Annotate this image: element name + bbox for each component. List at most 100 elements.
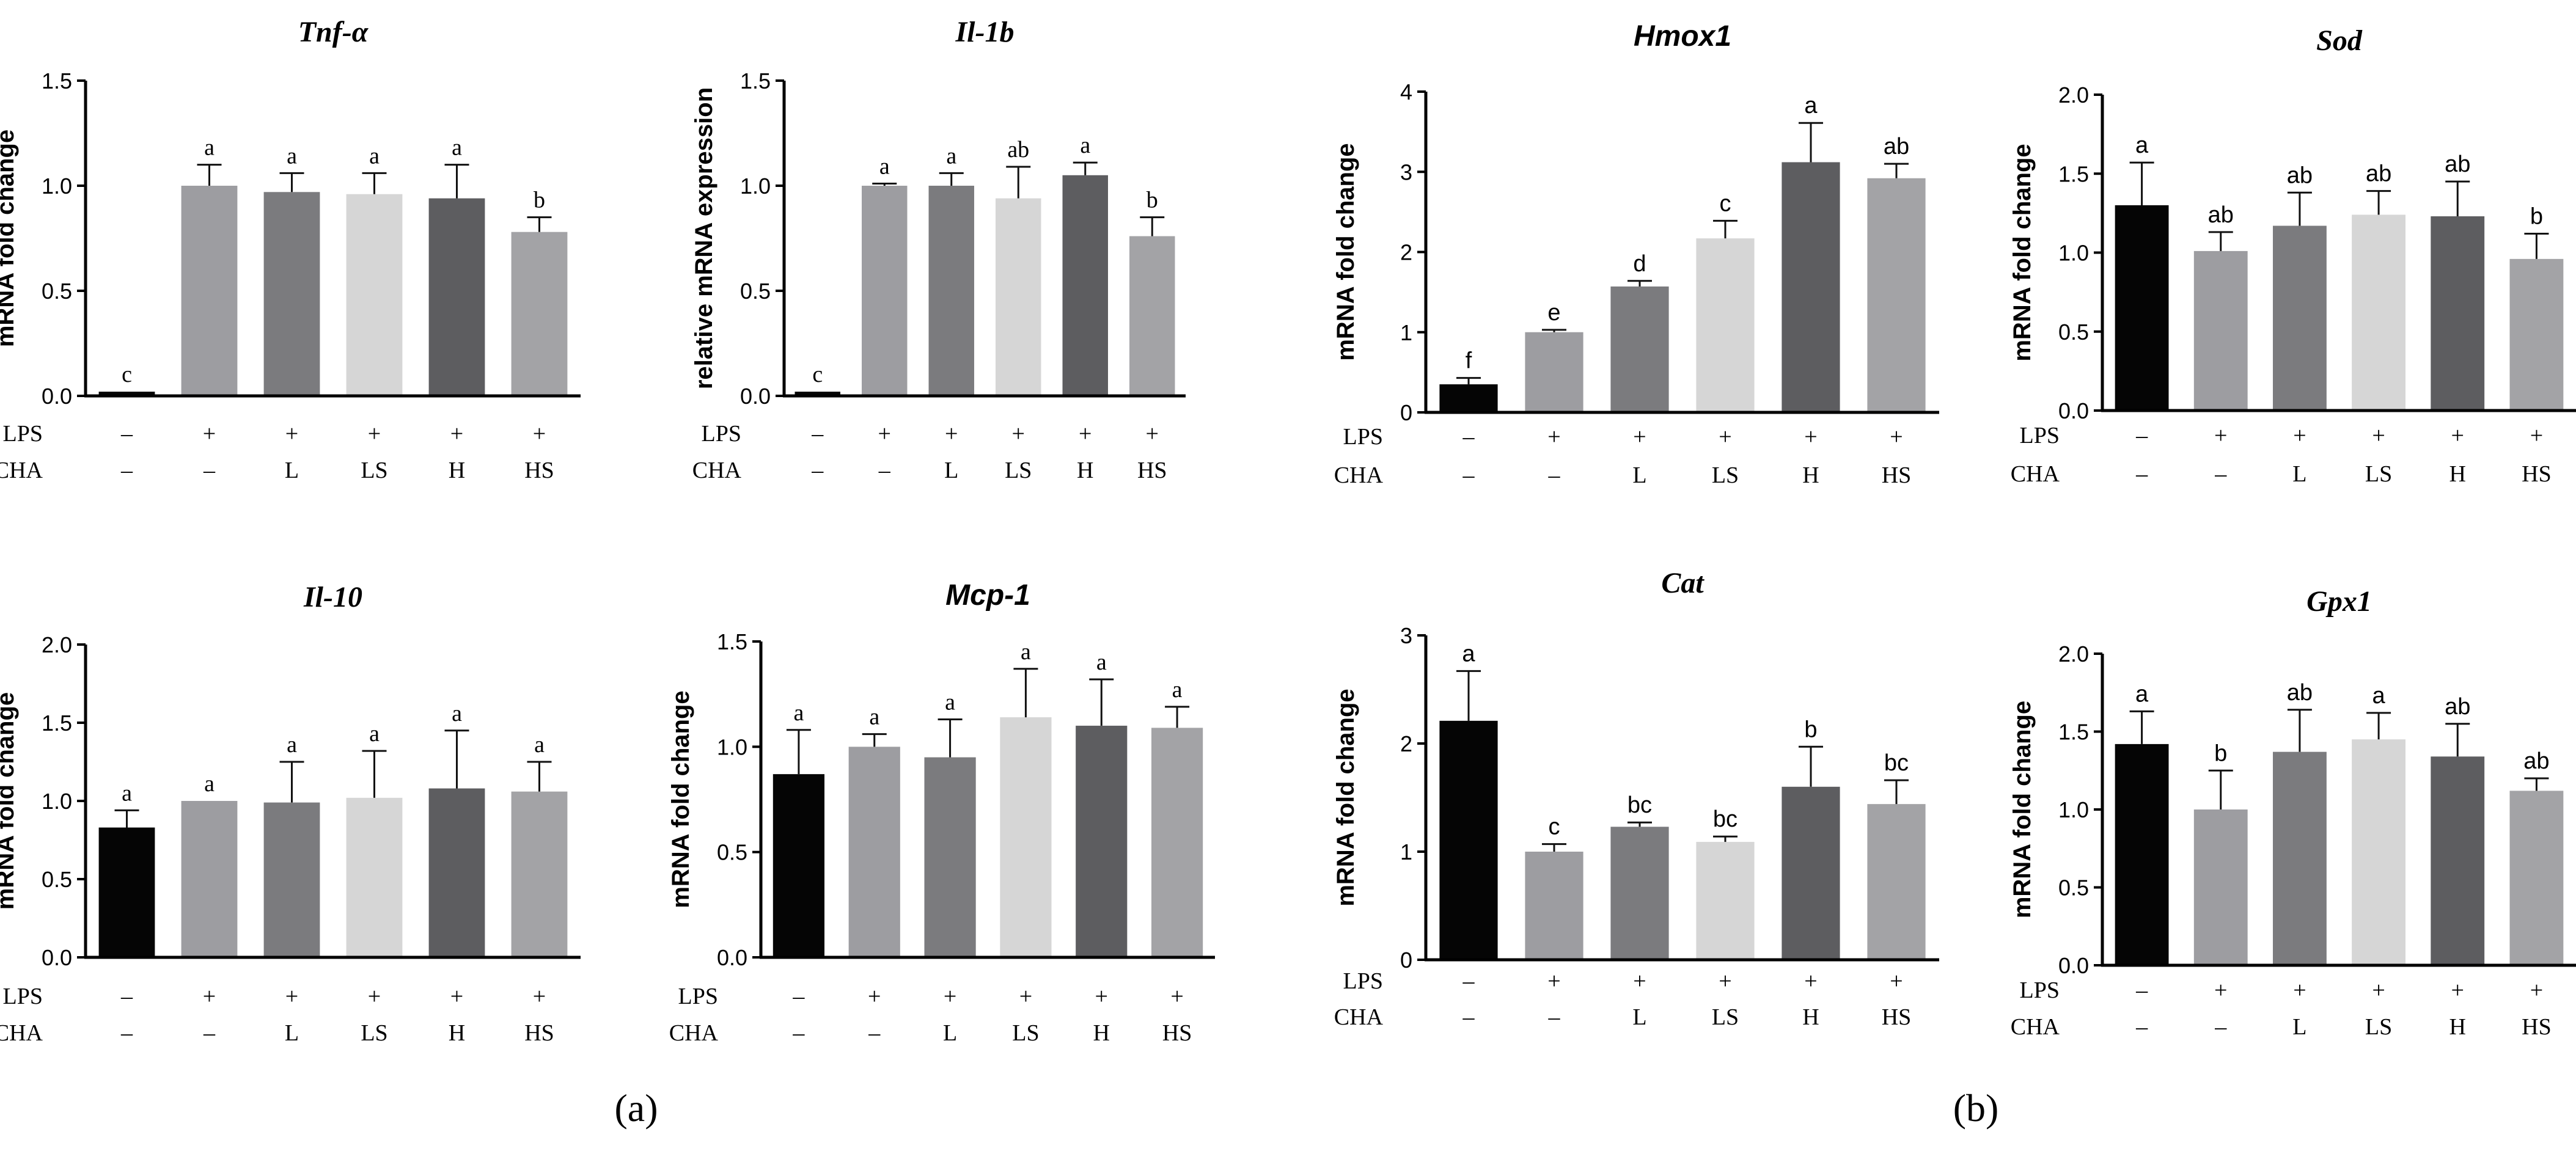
chart-6-ylabel: mRNA fold change	[667, 690, 694, 908]
chart-2-cha-value: HS	[1137, 458, 1167, 483]
chart-1-sig-letter: a	[452, 135, 462, 161]
chart-1-sig-letter: a	[204, 135, 215, 161]
chart-1-bar	[346, 194, 403, 396]
chart-3-sig-letter: d	[1633, 251, 1646, 277]
chart-3-lps-value: +	[1890, 424, 1903, 450]
chart-8-cha-value: L	[2292, 1014, 2306, 1040]
chart-7-cha-value: L	[1632, 1004, 1646, 1030]
chart-2-ytick-label: 1.0	[740, 174, 771, 199]
chart-6-ytick-label: 0.5	[717, 840, 747, 865]
chart-2-bar	[1129, 236, 1175, 396]
chart-5-lps-value: +	[368, 984, 381, 1009]
chart-1-lps-value: +	[533, 421, 546, 447]
chart-4-bar	[2115, 205, 2169, 411]
chart-8-lps-value: +	[2372, 977, 2385, 1003]
chart-1-lps-value: +	[450, 421, 463, 447]
chart-6-sig-letter: a	[1096, 649, 1107, 675]
chart-3-cha-value: HS	[1882, 462, 1912, 488]
chart-4-lps-value: –	[2135, 423, 2148, 448]
chart-6-sig-letter: a	[869, 704, 879, 730]
chart-2-cha-value: –	[811, 458, 824, 483]
chart-1-ytick-label: 0.5	[42, 279, 72, 304]
chart-4-sig-letter: ab	[2366, 161, 2391, 187]
chart-3-ytick-label: 1	[1400, 320, 1412, 345]
chart-2-bar	[928, 186, 974, 396]
chart-3-sig-letter: e	[1547, 300, 1560, 326]
chart-6-lps-value: +	[1019, 984, 1032, 1009]
chart-8-ylabel: mRNA fold change	[2009, 701, 2036, 918]
chart-4-bar	[2193, 250, 2248, 411]
chart-2-cha-label: CHA	[692, 458, 742, 483]
chart-2-bar	[996, 198, 1041, 396]
chart-6-ytick-label: 0.0	[717, 945, 747, 970]
chart-2-cha-value: L	[944, 458, 958, 483]
panel-label-a: (a)	[614, 1086, 658, 1130]
chart-1-sig-letter: c	[122, 362, 132, 387]
chart-3-lps-label: LPS	[1343, 424, 1383, 450]
chart-7-ytick-label: 2	[1400, 731, 1412, 756]
chart-5-cha-value: –	[203, 1020, 216, 1046]
chart-4-lps-value: +	[2293, 423, 2306, 448]
chart-2-ylabel: relative mRNA expression	[691, 87, 717, 389]
chart-5-sig-letter: a	[122, 780, 132, 806]
chart-3-sig-letter: f	[1466, 348, 1472, 374]
chart-8-lps-value: –	[2135, 977, 2148, 1003]
chart-5-bar	[346, 797, 403, 957]
chart-7-cha-value: –	[1548, 1004, 1561, 1030]
chart-5-bar	[428, 788, 485, 957]
chart-6-cha-value: HS	[1162, 1020, 1192, 1046]
chart-1-ytick-label: 1.5	[42, 68, 72, 93]
chart-5-bar	[511, 791, 568, 957]
chart-4-bar	[2352, 214, 2405, 411]
chart-2-lps-value: +	[1079, 421, 1092, 447]
chart-7-bar	[1696, 842, 1755, 960]
chart-1-bar	[511, 232, 568, 396]
chart-4-bar	[2273, 225, 2327, 411]
chart-5-lps-value: –	[120, 984, 133, 1009]
chart-1-cha-value: HS	[524, 458, 554, 483]
chart-1-lps-label: LPS	[3, 421, 43, 447]
chart-2-cha-value: LS	[1005, 458, 1032, 483]
chart-6-bar	[1000, 717, 1052, 957]
chart-2-lps-label: LPS	[702, 421, 741, 447]
chart-7-ytick-label: 0	[1400, 948, 1412, 973]
chart-6-cha-value: L	[943, 1020, 957, 1046]
chart-4-ytick-label: 0.0	[2058, 398, 2089, 423]
chart-2-lps-value: +	[878, 421, 891, 447]
chart-2-sig-letter: ab	[1007, 137, 1029, 163]
chart-7-cha-value: H	[1802, 1004, 1819, 1030]
chart-7-cha-value: HS	[1882, 1004, 1912, 1030]
chart-4-lps-value: +	[2372, 423, 2385, 448]
chart-6-bar	[772, 774, 825, 957]
chart-3-lps-value: +	[1804, 424, 1817, 450]
chart-2-lps-value: +	[945, 421, 958, 447]
chart-6-lps-label: LPS	[678, 984, 718, 1009]
chart-3-sig-letter: a	[1804, 93, 1818, 119]
chart-8-sig-letter: ab	[2287, 680, 2313, 706]
chart-1-sig-letter: a	[287, 143, 297, 169]
chart-5-cha-value: LS	[361, 1020, 387, 1046]
chart-4-cha-value: L	[2292, 461, 2306, 487]
chart-6-lps-value: +	[944, 984, 956, 1009]
chart-8-sig-letter: a	[2372, 683, 2386, 709]
chart-7-bar	[1782, 786, 1840, 960]
chart-6-bar	[924, 757, 976, 957]
chart-3-lps-value: +	[1633, 424, 1646, 450]
chart-8-cha-value: LS	[2365, 1014, 2392, 1040]
chart-1-cha-value: –	[120, 458, 133, 483]
chart-3-bar	[1525, 332, 1583, 412]
chart-8-bar	[2193, 809, 2248, 965]
chart-4-ytick-label: 1.0	[2058, 241, 2089, 266]
chart-3-ylabel: mRNA fold change	[1332, 143, 1359, 360]
chart-6-lps-value: –	[792, 984, 805, 1009]
chart-8-title: Gpx1	[2306, 585, 2372, 618]
chart-7-lps-value: –	[1462, 968, 1475, 994]
chart-8-ytick-label: 2.0	[2058, 641, 2089, 667]
chart-7-bar	[1610, 827, 1669, 960]
chart-3-lps-value: –	[1462, 424, 1475, 450]
chart-6-cha-value: –	[792, 1020, 805, 1046]
chart-4-cha-value: –	[2214, 461, 2227, 487]
chart-5-bar	[263, 802, 320, 957]
chart-4-cha-value: LS	[2365, 461, 2392, 487]
chart-3-bar	[1782, 162, 1840, 412]
